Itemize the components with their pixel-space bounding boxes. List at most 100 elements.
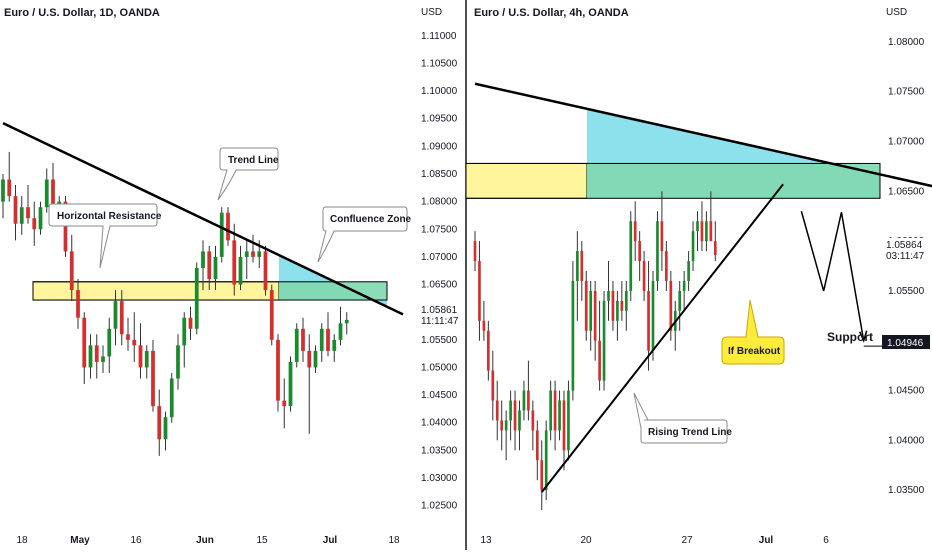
candle-body xyxy=(567,390,570,451)
candle xyxy=(169,372,174,423)
callout-trend-line-box xyxy=(217,147,279,201)
candle-body xyxy=(527,390,530,411)
candle xyxy=(201,240,205,291)
x-tick-label: Jul xyxy=(759,535,774,546)
candle-body xyxy=(344,319,349,324)
x-tick-label: 15 xyxy=(256,535,268,546)
candle xyxy=(69,234,74,302)
candle xyxy=(482,300,486,341)
candle xyxy=(182,312,187,368)
candle-body xyxy=(602,300,606,381)
candle xyxy=(473,231,477,272)
candle-body xyxy=(182,317,187,346)
x-tick-label: Jul xyxy=(323,535,338,546)
y-tick-label: 1.09000 xyxy=(421,141,458,152)
left-candles xyxy=(1,151,349,456)
candle xyxy=(344,312,349,335)
candle xyxy=(522,380,526,421)
candle xyxy=(94,334,99,379)
candle xyxy=(151,339,155,412)
candle-body xyxy=(696,221,699,232)
y-tick-label: 1.03000 xyxy=(421,473,458,484)
candle xyxy=(589,280,593,351)
candle-body xyxy=(226,212,230,241)
candle-body xyxy=(504,420,508,431)
candle-body xyxy=(616,300,619,321)
callout-confluence-zone: Confluence Zone xyxy=(317,206,412,263)
candle-body xyxy=(176,345,180,379)
candle-body xyxy=(709,221,713,242)
candle-body xyxy=(598,340,601,381)
candle xyxy=(176,334,180,390)
candle xyxy=(602,290,606,391)
candle-body xyxy=(473,241,477,262)
candle-body xyxy=(13,196,18,224)
candle xyxy=(7,151,12,202)
candle-body xyxy=(571,280,575,391)
candle xyxy=(487,320,490,381)
candle xyxy=(226,207,230,246)
candle xyxy=(113,290,118,346)
callout-trend-line: Trend Line xyxy=(217,147,279,201)
candle xyxy=(307,334,312,434)
x-tick-label: 18 xyxy=(388,535,400,546)
y-tick-label: 1.07500 xyxy=(421,224,458,235)
candle-body xyxy=(163,417,168,440)
candle xyxy=(611,280,615,331)
resistance-zone-border xyxy=(465,162,881,199)
callout-rising-trend-line-text: Rising Trend Line xyxy=(648,427,732,438)
right-support-price-label: 1.04946 xyxy=(882,335,930,349)
candle-body xyxy=(713,241,717,256)
candle-body xyxy=(169,378,174,418)
candle-body xyxy=(642,261,646,291)
candle-body xyxy=(238,256,243,285)
candle xyxy=(549,380,552,441)
y-tick-label: 1.05500 xyxy=(421,335,458,346)
right-support-text: Support xyxy=(827,330,873,344)
callout-rising-trend-line: Rising Trend Line xyxy=(633,392,732,444)
candle xyxy=(696,211,699,252)
right-trend-line xyxy=(474,82,932,188)
candle-body xyxy=(593,290,597,341)
candle-body xyxy=(251,251,255,257)
candle xyxy=(576,231,579,321)
candle-body xyxy=(531,410,535,431)
candle xyxy=(319,323,324,362)
candle-body xyxy=(126,334,130,340)
candle-body xyxy=(69,251,74,291)
candle xyxy=(163,411,168,451)
left-x-axis: 18 May 16 Jun 15 Jul 18 xyxy=(16,535,400,546)
candle-body xyxy=(294,328,299,362)
candle-body xyxy=(201,251,205,268)
x-tick-label: 27 xyxy=(681,535,693,546)
candle xyxy=(88,334,93,379)
candle xyxy=(580,241,584,301)
x-tick-label: 13 xyxy=(480,535,492,546)
candle-body xyxy=(651,280,655,351)
candle xyxy=(691,221,695,272)
candle-body xyxy=(687,261,690,281)
y-tick-label: 1.09500 xyxy=(421,114,458,125)
y-tick-label: 1.05000 xyxy=(421,362,458,373)
candle-body xyxy=(138,345,143,368)
candle xyxy=(232,223,237,296)
candle xyxy=(491,350,495,421)
candle-body xyxy=(691,231,695,262)
candle xyxy=(301,317,305,362)
candle xyxy=(567,380,570,461)
confluence-zone-overlap xyxy=(279,281,387,301)
x-tick-label: 20 xyxy=(580,535,592,546)
right-price-countdown: 03:11:47 xyxy=(886,251,925,262)
y-tick-label: 1.06500 xyxy=(888,186,925,197)
candle-body xyxy=(82,317,87,368)
x-tick-label: Jun xyxy=(196,535,214,546)
candle xyxy=(157,389,162,456)
left-trend-line xyxy=(2,122,404,316)
candle-body xyxy=(584,280,588,331)
candle xyxy=(495,380,499,441)
candle-body xyxy=(269,290,274,340)
candle xyxy=(144,345,149,379)
candle-body xyxy=(665,251,668,281)
candle-body xyxy=(101,356,105,362)
